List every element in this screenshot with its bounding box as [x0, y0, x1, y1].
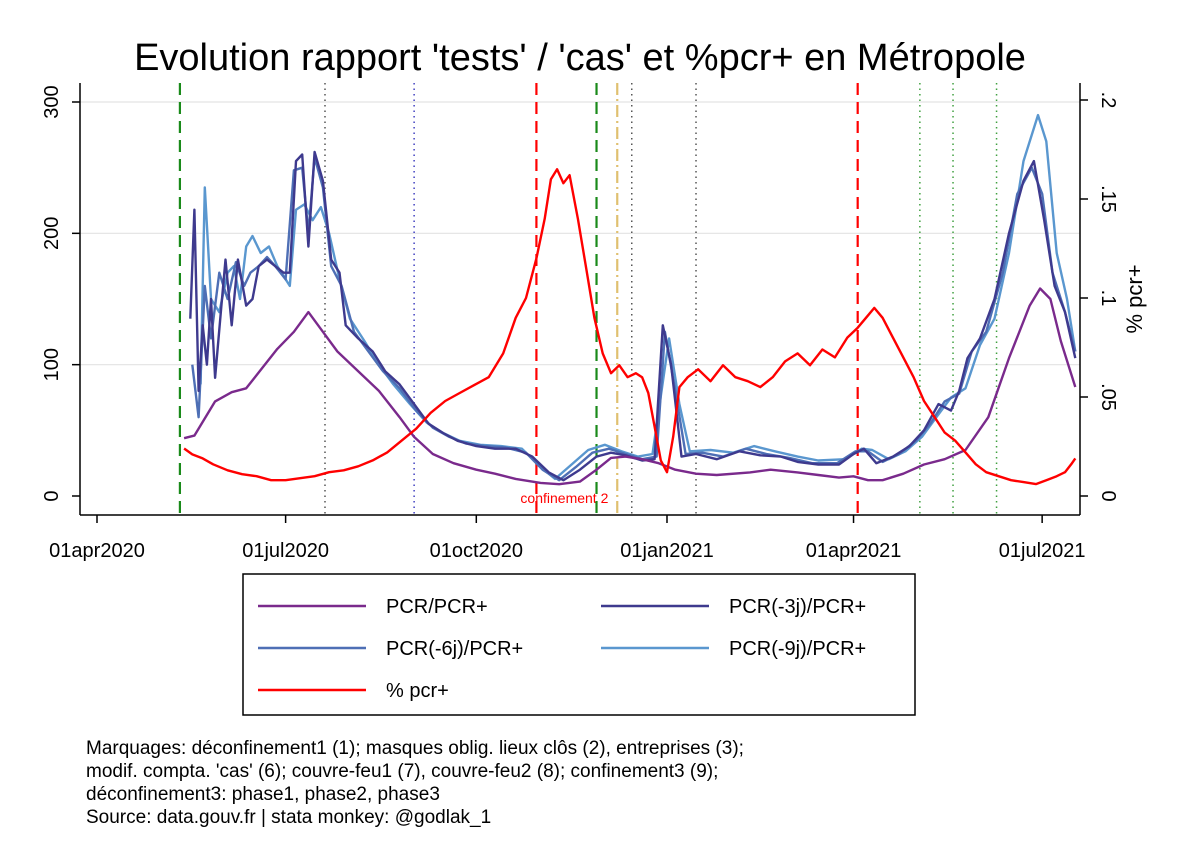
series-line — [183, 168, 1077, 486]
series-line — [189, 150, 1077, 482]
axes: 0 100 200 300 0 .05 .1 .15 .2 % pcr+ 01apr2020 01ju… — [41, 83, 1147, 562]
y-right-tick-label: .2 — [1097, 92, 1119, 109]
x-tick-label: 01jan2021 — [620, 540, 713, 562]
series-line — [183, 287, 1077, 486]
y-left-tick-label: 300 — [41, 85, 63, 118]
y-left-tick-label: 100 — [41, 348, 63, 381]
legend-entry: % pcr+ — [386, 680, 449, 702]
x-tick-label: 01oct2020 — [430, 540, 523, 562]
legend-entry: PCR/PCR+ — [386, 596, 488, 618]
y-right-tick-label: 0 — [1097, 490, 1119, 501]
legend-entry: PCR(-3j)/PCR+ — [729, 596, 866, 618]
y-left-tick-label: 200 — [41, 217, 63, 250]
series-line — [199, 113, 1077, 481]
y-right-tick-label: .1 — [1097, 290, 1119, 307]
y-left-tick-label: 0 — [41, 490, 63, 501]
event-markers: confinement 2 — [178, 83, 998, 515]
legend-box — [242, 573, 916, 716]
y-right-tick-label: .15 — [1097, 185, 1119, 213]
legend: PCR/PCR+ PCR(-3j)/PCR+ PCR(-6j)/PCR+ PCR(-9… — [242, 573, 916, 716]
footnotes: Marquages: déconfinement1 (1); masques o… — [86, 738, 744, 828]
chart-title: Evolution rapport 'tests' / 'cas' et %pc… — [134, 37, 1026, 79]
x-tick-label: 01jul2021 — [999, 540, 1086, 562]
footnote-line: Source: data.gouv.fr | stata monkey: @go… — [86, 807, 491, 828]
x-tick-label: 01apr2021 — [806, 540, 902, 562]
y-right-tick-label: .05 — [1097, 383, 1119, 411]
x-tick-label: 01apr2020 — [49, 540, 145, 562]
y-right-axis-label: % pcr+ — [1122, 264, 1147, 333]
legend-entry: PCR(-6j)/PCR+ — [386, 638, 523, 660]
event-marker-label: confinement 2 — [520, 490, 608, 506]
footnote-line: Marquages: déconfinement1 (1); masques o… — [86, 738, 744, 759]
footnote-line: modif. compta. 'cas' (6); couvre-feu1 (7… — [86, 761, 718, 782]
footnote-line: déconfinement3: phase1, phase2, phase3 — [86, 784, 440, 805]
series-lines — [183, 113, 1077, 486]
legend-entry: PCR(-9j)/PCR+ — [729, 638, 866, 660]
x-tick-label: 01jul2020 — [242, 540, 329, 562]
